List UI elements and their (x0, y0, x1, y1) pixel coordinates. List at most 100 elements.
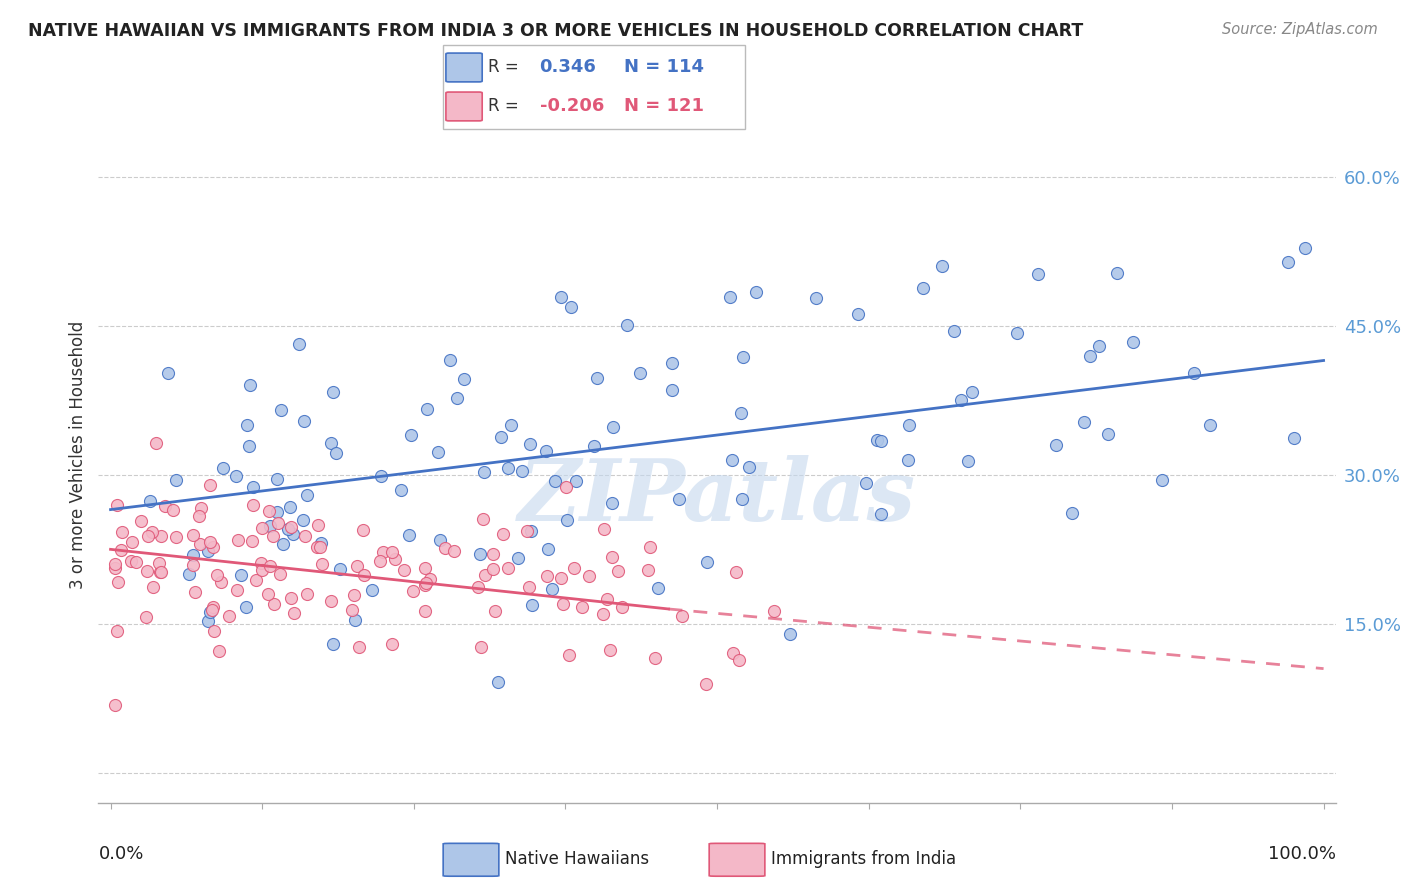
Point (280, 591, 302, 605)
Point (283, 607, 305, 621)
Point (550, 571, 572, 585)
Point (1045, 438, 1067, 452)
Point (381, 545, 404, 559)
Point (235, 600, 257, 615)
Point (188, 537, 211, 551)
Point (610, 600, 633, 615)
Point (1078, 349, 1101, 363)
Y-axis label: 3 or more Vehicles in Household: 3 or more Vehicles in Household (69, 321, 87, 589)
Point (209, 574, 232, 589)
Point (125, 555, 148, 569)
Point (309, 536, 332, 550)
Point (544, 474, 567, 488)
Point (600, 495, 623, 509)
Point (413, 604, 436, 618)
Point (467, 580, 489, 594)
Point (371, 545, 394, 559)
Point (197, 544, 219, 558)
Point (1282, 431, 1305, 445)
Point (353, 567, 375, 582)
Point (647, 582, 669, 596)
Point (668, 491, 690, 506)
Point (322, 637, 344, 651)
Point (419, 572, 441, 586)
Point (278, 500, 301, 515)
Point (177, 567, 200, 582)
Point (1122, 334, 1144, 349)
Text: Immigrants from India: Immigrants from India (770, 849, 956, 868)
Point (165, 473, 187, 487)
Point (586, 371, 609, 385)
Point (292, 414, 315, 428)
Point (730, 406, 752, 420)
Point (269, 567, 291, 582)
Point (541, 582, 564, 597)
Point (1277, 255, 1299, 269)
Point (616, 318, 638, 332)
Point (517, 580, 540, 594)
Point (202, 624, 225, 638)
Point (536, 444, 558, 458)
Point (637, 563, 659, 577)
Point (599, 642, 621, 657)
Point (242, 498, 264, 512)
Point (644, 650, 666, 665)
Point (498, 461, 520, 475)
Point (1007, 326, 1029, 341)
Point (184, 584, 207, 599)
Point (960, 384, 983, 399)
Point (468, 547, 491, 561)
Point (271, 537, 294, 551)
Point (135, 610, 157, 624)
Point (135, 564, 157, 578)
Point (183, 548, 205, 562)
Point (593, 522, 616, 536)
Point (262, 529, 284, 543)
Point (236, 417, 259, 432)
Point (550, 290, 572, 304)
Point (519, 437, 541, 451)
Point (661, 384, 683, 398)
Point (520, 598, 543, 612)
Point (138, 529, 160, 543)
Point (370, 469, 392, 483)
Text: 0.0%: 0.0% (98, 845, 143, 863)
Point (486, 675, 509, 690)
Point (1073, 415, 1095, 429)
Point (107, 498, 129, 512)
Point (242, 480, 264, 494)
Point (198, 478, 221, 492)
Point (295, 487, 318, 501)
Point (218, 609, 240, 624)
Point (266, 505, 288, 519)
Point (145, 436, 167, 450)
Point (943, 324, 966, 338)
Point (325, 446, 347, 460)
Point (583, 439, 606, 453)
Point (446, 392, 468, 406)
Point (671, 608, 693, 623)
Point (727, 653, 749, 667)
Point (202, 599, 225, 614)
Point (779, 627, 801, 641)
Point (1105, 266, 1128, 280)
Point (245, 573, 267, 587)
Point (205, 568, 228, 582)
Point (640, 540, 662, 554)
Point (1182, 366, 1205, 380)
Point (384, 552, 406, 566)
Point (307, 540, 329, 554)
Point (129, 514, 152, 528)
Point (287, 337, 309, 351)
Point (1152, 473, 1174, 487)
Point (1026, 268, 1049, 282)
Point (911, 281, 934, 295)
Point (596, 592, 619, 607)
Point (361, 583, 384, 598)
Text: ZIPatlas: ZIPatlas (517, 455, 917, 539)
Point (957, 454, 980, 468)
Point (238, 439, 260, 453)
Point (150, 529, 173, 543)
Point (553, 597, 575, 611)
Point (389, 483, 412, 497)
